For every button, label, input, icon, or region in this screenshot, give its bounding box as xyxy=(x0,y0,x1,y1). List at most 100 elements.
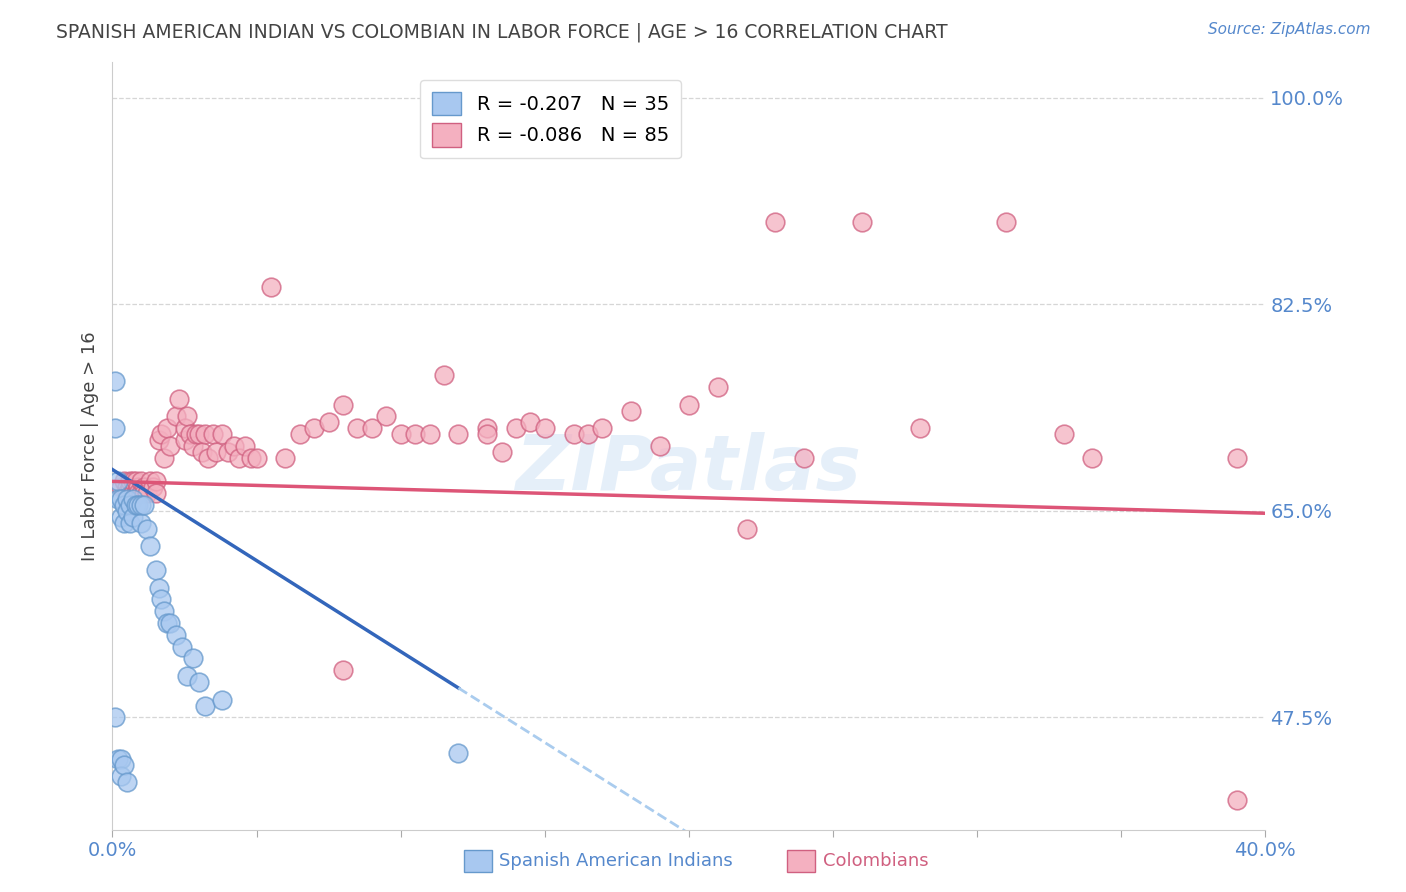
Point xyxy=(150,592,173,607)
Point xyxy=(707,380,730,394)
Point xyxy=(124,498,146,512)
Point xyxy=(115,775,138,789)
Point xyxy=(650,439,672,453)
Point xyxy=(1081,450,1104,465)
Point xyxy=(239,450,262,465)
Point xyxy=(115,504,138,518)
Point xyxy=(170,640,193,654)
Point xyxy=(233,439,256,453)
Point xyxy=(127,498,149,512)
Y-axis label: In Labor Force | Age > 16: In Labor Force | Age > 16 xyxy=(80,331,98,561)
Point xyxy=(104,421,127,435)
Point xyxy=(304,421,326,435)
Point xyxy=(176,669,198,683)
Point xyxy=(202,427,225,442)
Point xyxy=(491,445,513,459)
Point xyxy=(142,480,165,494)
Point xyxy=(194,427,217,442)
Point xyxy=(793,450,815,465)
Point xyxy=(129,498,153,512)
Point xyxy=(246,450,269,465)
Point xyxy=(145,563,167,577)
Point xyxy=(211,692,233,706)
Point xyxy=(274,450,297,465)
Point xyxy=(121,475,143,489)
Point xyxy=(519,416,541,430)
Point xyxy=(159,439,181,453)
Point xyxy=(145,486,167,500)
Point xyxy=(150,427,173,442)
Point xyxy=(118,498,141,512)
Point xyxy=(121,492,143,507)
Point xyxy=(110,509,132,524)
Point xyxy=(217,445,239,459)
Point xyxy=(181,439,204,453)
Point xyxy=(188,427,211,442)
Point xyxy=(447,746,470,760)
Text: SPANISH AMERICAN INDIAN VS COLOMBIAN IN LABOR FORCE | AGE > 16 CORRELATION CHART: SPANISH AMERICAN INDIAN VS COLOMBIAN IN … xyxy=(56,22,948,42)
Point xyxy=(188,675,211,690)
Point xyxy=(118,475,141,489)
Point xyxy=(129,516,153,530)
Point xyxy=(148,433,170,447)
Point xyxy=(346,421,368,435)
Point xyxy=(194,698,217,713)
Point xyxy=(139,475,162,489)
Point xyxy=(375,409,398,424)
Point xyxy=(156,421,179,435)
Text: Spanish American Indians: Spanish American Indians xyxy=(499,852,733,871)
Point xyxy=(419,427,441,442)
Point xyxy=(165,628,187,642)
Point xyxy=(404,427,426,442)
Point xyxy=(165,409,187,424)
Point xyxy=(121,509,143,524)
Point xyxy=(107,492,129,507)
Point xyxy=(1226,450,1249,465)
Point xyxy=(153,604,176,618)
Point xyxy=(115,486,138,500)
Point xyxy=(191,445,214,459)
Point xyxy=(121,486,143,500)
Point xyxy=(134,486,156,500)
Point xyxy=(118,480,141,494)
Point xyxy=(115,492,138,507)
Point xyxy=(1226,793,1249,807)
Point xyxy=(1053,427,1076,442)
Point xyxy=(112,475,135,489)
Point xyxy=(134,480,156,494)
Point xyxy=(228,450,250,465)
Point xyxy=(107,475,129,489)
Point xyxy=(110,492,132,507)
Point xyxy=(127,486,149,500)
Point xyxy=(576,427,599,442)
Point xyxy=(129,475,153,489)
Point xyxy=(534,421,557,435)
Point xyxy=(124,486,146,500)
Point xyxy=(505,421,527,435)
Point xyxy=(332,663,354,677)
Point xyxy=(181,651,204,665)
Point xyxy=(118,516,141,530)
Point xyxy=(104,374,127,388)
Point xyxy=(735,522,758,536)
Text: Source: ZipAtlas.com: Source: ZipAtlas.com xyxy=(1208,22,1371,37)
Point xyxy=(107,752,129,766)
Point xyxy=(447,427,470,442)
Point xyxy=(995,215,1018,229)
Point xyxy=(129,486,153,500)
Point xyxy=(765,215,787,229)
Point xyxy=(197,450,219,465)
Point xyxy=(167,392,190,406)
Point xyxy=(112,516,135,530)
Point xyxy=(159,615,181,630)
Point xyxy=(851,215,873,229)
Legend: R = -0.207   N = 35, R = -0.086   N = 85: R = -0.207 N = 35, R = -0.086 N = 85 xyxy=(420,79,681,159)
Text: ZIPatlas: ZIPatlas xyxy=(516,432,862,506)
Point xyxy=(332,398,354,412)
Point xyxy=(592,421,614,435)
Point xyxy=(156,615,179,630)
Point xyxy=(562,427,585,442)
Point xyxy=(148,581,170,595)
Point xyxy=(475,427,499,442)
Point xyxy=(908,421,931,435)
